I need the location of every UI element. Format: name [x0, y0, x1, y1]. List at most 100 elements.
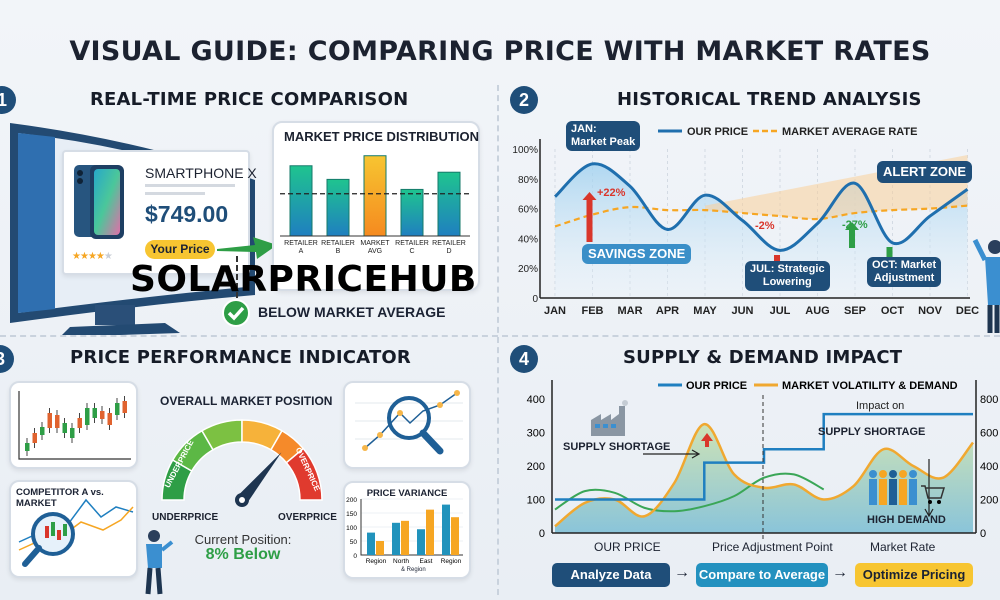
current-position-label: Current Position:: [194, 532, 292, 547]
gauge-right-label: OVERPRICE: [278, 512, 337, 523]
section-badge-4: 4: [510, 345, 538, 373]
y-tick: 40%: [518, 234, 538, 245]
y-tick-right: 400: [980, 461, 998, 473]
text-placeholder-line: [145, 192, 205, 195]
bar-series-2: [376, 541, 384, 555]
page-title: VISUAL GUIDE: COMPARING PRICE WITH MARKE…: [69, 36, 931, 67]
change-jul: -2%: [755, 220, 775, 232]
legend-market-volatility: MARKET VOLATILITY & DEMAND: [782, 380, 958, 392]
section-heading-3: PRICE PERFORMANCE INDICATOR: [70, 347, 411, 368]
bar-label-line: B: [336, 248, 341, 255]
x-tick: Region: [366, 558, 387, 565]
analyze-data-button[interactable]: Analyze Data: [552, 563, 670, 587]
candle: [122, 401, 127, 413]
change-feb: +22%: [597, 187, 626, 199]
optimize-pricing-button[interactable]: Optimize Pricing: [855, 563, 973, 587]
legend-market-average: MARKET AVERAGE RATE: [782, 126, 917, 138]
dashed-connector: [236, 256, 238, 298]
star-icon: ★: [79, 251, 89, 262]
y-tick: 0: [353, 553, 357, 560]
distribution-title: MARKET PRICE DISTRIBUTION: [284, 129, 479, 144]
candle: [47, 413, 52, 428]
your-price-pill[interactable]: Your Price: [145, 240, 215, 259]
legend-our-price: OUR PRICE: [687, 126, 748, 138]
star-icon: ★: [95, 251, 105, 262]
gauge-segment: [285, 447, 323, 501]
star-icon: ★: [87, 251, 97, 262]
candle: [32, 433, 37, 443]
arrow-right-icon: [643, 449, 701, 459]
bar-series-2: [451, 517, 459, 555]
compare-average-button[interactable]: Compare to Average: [696, 563, 828, 587]
supply-shortage-label: SUPPLY SHORTAGE: [563, 441, 671, 453]
price-variance-card: PRICE VARIANCE 0 50 100 150 200 Region North Ea…: [343, 481, 471, 579]
supply-demand-chart: 0 100 200 300 400 0 200 400 600 800 OUR PRICE MARKE…: [527, 380, 998, 541]
candle: [55, 415, 60, 428]
competitor-title: COMPETITOR A vs. MARKET: [16, 487, 104, 509]
callout-line: Lowering: [762, 276, 812, 288]
impact-supply-label: SUPPLY SHORTAGE: [818, 426, 926, 438]
series-supply: [554, 472, 825, 513]
bar-label-line: RETAILER: [284, 240, 318, 247]
y-tick: 150: [346, 511, 357, 518]
x-tick-feb: FEB: [582, 305, 604, 317]
bar-label: RETAILER A: [284, 240, 318, 255]
bar-series-2: [426, 509, 434, 555]
section-heading-2: HISTORICAL TREND ANALYSIS: [617, 89, 922, 110]
up-arrow-icon: [582, 192, 597, 242]
current-position-value: 8% Below: [205, 546, 281, 563]
candlestick-card[interactable]: [9, 381, 138, 469]
x-tick: North: [393, 558, 409, 565]
x-tick-aug: AUG: [805, 305, 829, 317]
y-tick: 100: [346, 525, 357, 532]
x-tick-jul: JUL: [770, 305, 791, 317]
bar-retailer-c: [400, 188, 424, 237]
y-tick: 0: [532, 294, 538, 305]
x-tick: East: [419, 558, 432, 565]
x-tick-mar: MAR: [617, 305, 642, 317]
gauge-left-label: UNDERPRICE: [152, 512, 219, 523]
y-tick: 80%: [518, 175, 538, 186]
callout-market-peak: JAN: Market Peak: [566, 121, 641, 151]
variance-note: & Region: [401, 567, 426, 573]
x-tick-oct: OCT: [881, 305, 905, 317]
y-tick-left: 0: [539, 528, 545, 540]
gauge-hub-center: [239, 497, 245, 503]
watermark: SOLARPRICEHUB: [130, 259, 477, 300]
candle: [92, 408, 97, 418]
y-tick-right: 0: [980, 528, 986, 540]
series-market-volatility: [554, 422, 974, 528]
callout-line: JUL: Strategic: [750, 263, 825, 275]
star-icon: ★: [103, 251, 113, 262]
bar-label-line: D: [446, 248, 451, 255]
presenter-figure: [972, 238, 1000, 333]
trend-magnifier-card[interactable]: [343, 381, 471, 469]
candle: [77, 418, 82, 428]
factory-icon: [591, 400, 628, 436]
candle: [115, 403, 120, 415]
competitor-card[interactable]: COMPETITOR A vs. MARKET: [9, 480, 138, 578]
y-tick-left: 200: [527, 461, 545, 473]
callout-line: JAN:: [571, 123, 597, 135]
check-circle-icon: [222, 299, 250, 327]
candle: [40, 427, 45, 435]
callout-strategic-lowering: JUL: Strategic Lowering: [745, 261, 830, 291]
high-demand-label: HIGH DEMAND: [867, 514, 946, 526]
y-tick-right: 200: [980, 495, 998, 507]
bar-retailer-d: [437, 171, 461, 237]
bar-series-1: [367, 532, 375, 555]
change-sep: -27%: [842, 219, 868, 231]
bar-label-line: RETAILER: [395, 240, 429, 247]
x-tick-nov: NOV: [918, 305, 943, 317]
alert-zone-label: ALERT ZONE: [877, 161, 973, 183]
y-tick: 200: [346, 497, 357, 504]
series-market-average: [554, 204, 968, 228]
bar-label-line: RETAILER: [432, 240, 466, 247]
gauge-title: OVERALL MARKET POSITION: [160, 394, 333, 408]
x-tick-sep: SEP: [844, 305, 866, 317]
trend-magnifier-icon: [355, 390, 463, 455]
arrow-right-icon: →: [832, 564, 848, 581]
section-heading-4: SUPPLY & DEMAND IMPACT: [623, 347, 903, 368]
arrow-down-icon: [924, 459, 934, 518]
